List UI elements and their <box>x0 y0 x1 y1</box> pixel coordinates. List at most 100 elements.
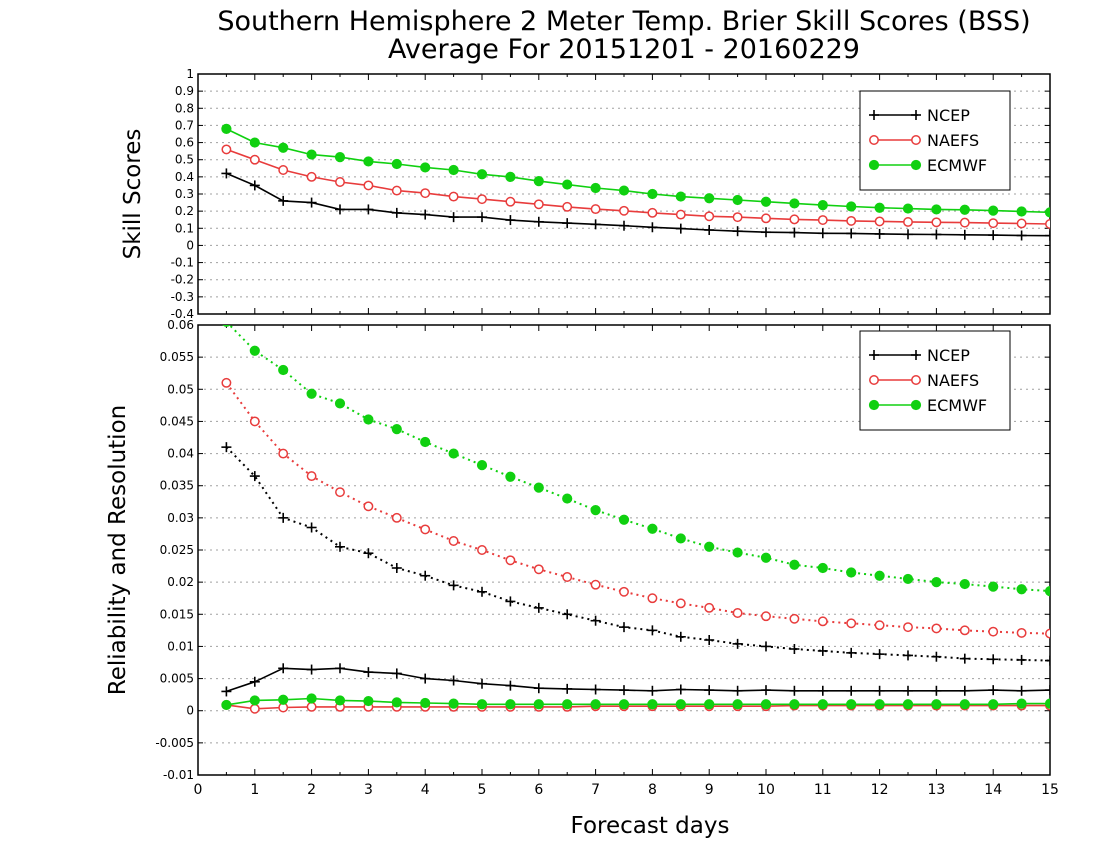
data-point-ncep <box>391 207 402 218</box>
data-point-ecmwf <box>931 204 942 215</box>
data-point-ncep <box>505 680 516 691</box>
data-point-naefs <box>903 622 913 633</box>
data-point-ncep <box>675 631 686 642</box>
data-point-naefs <box>590 204 601 215</box>
data-point-ncep <box>846 647 857 658</box>
data-point-ecmwf <box>988 205 999 216</box>
data-point-ncep <box>590 684 601 695</box>
data-point-naefs <box>988 218 999 229</box>
y-tick-label: 0.03 <box>167 511 194 525</box>
y-tick-label: 0.055 <box>160 350 194 364</box>
data-point-ncep <box>221 686 232 697</box>
data-point-ecmwf <box>618 185 630 196</box>
legend-label-ecmwf: ECMWF <box>927 156 987 175</box>
x-tick-label: 7 <box>591 782 600 798</box>
data-point-ncep <box>1045 230 1050 241</box>
data-point-ncep <box>477 586 487 597</box>
data-point-ncep <box>505 215 516 226</box>
data-point-ncep <box>278 663 289 674</box>
data-point-naefs <box>647 207 658 218</box>
data-point-ecmwf <box>505 471 516 482</box>
data-point-ncep <box>704 685 715 696</box>
x-tick-label: 14 <box>984 782 1002 798</box>
data-point-ncep <box>874 228 885 239</box>
y-tick-label: 1 <box>186 67 194 81</box>
data-point-ecmwf <box>590 182 601 194</box>
data-point-naefs <box>448 536 459 546</box>
data-point-naefs <box>619 205 629 216</box>
data-point-ncep <box>675 684 686 695</box>
data-point-naefs <box>789 613 800 624</box>
x-tick-label: 10 <box>757 782 775 798</box>
data-point-ncep <box>647 222 658 233</box>
data-point-ecmwf <box>420 162 431 173</box>
data-point-naefs <box>249 703 260 714</box>
legend-marker-naefs <box>869 375 879 385</box>
legend-marker-naefs <box>911 135 921 145</box>
data-point-ncep <box>732 685 743 696</box>
data-point-naefs <box>505 555 516 566</box>
data-point-ecmwf <box>959 578 970 590</box>
data-point-ncep <box>562 218 573 229</box>
legend-marker-naefs <box>869 135 879 145</box>
data-point-naefs <box>647 593 658 604</box>
data-point-ecmwf <box>618 699 630 710</box>
y-tick-label: 0.025 <box>160 543 194 557</box>
data-point-ncep <box>420 673 431 684</box>
data-point-ncep <box>335 663 345 674</box>
data-point-naefs <box>874 216 885 227</box>
data-point-ecmwf <box>760 196 772 207</box>
y-tick-label: -0.01 <box>163 768 194 782</box>
data-point-ncep <box>874 685 885 696</box>
data-point-naefs <box>562 201 573 212</box>
data-point-ecmwf <box>533 176 544 187</box>
y-tick-label: 0.5 <box>175 153 194 167</box>
data-point-ncep <box>931 685 942 696</box>
data-point-ecmwf <box>760 552 772 563</box>
data-point-ncep <box>874 649 885 660</box>
legend-marker-ecmwf <box>910 159 922 171</box>
legend-marker-ncep <box>911 350 921 360</box>
x-tick-label: 5 <box>478 782 487 798</box>
data-point-naefs <box>988 626 999 637</box>
data-point-naefs <box>363 180 374 191</box>
data-point-naefs <box>1016 218 1027 229</box>
data-point-ecmwf <box>391 424 402 435</box>
data-point-naefs <box>335 487 345 498</box>
data-point-naefs <box>1045 219 1050 229</box>
data-point-ncep <box>1045 685 1050 696</box>
data-point-ncep <box>590 615 601 626</box>
data-point-naefs <box>420 188 431 199</box>
data-point-naefs <box>1045 628 1050 639</box>
data-point-ncep <box>562 609 573 620</box>
data-point-ecmwf <box>959 699 970 710</box>
data-point-naefs <box>306 171 317 182</box>
data-point-naefs <box>817 616 828 627</box>
data-point-ecmwf <box>221 699 232 711</box>
data-point-ecmwf <box>590 505 601 516</box>
x-tick-label: 1 <box>250 782 259 798</box>
data-point-ncep <box>988 685 999 696</box>
data-point-naefs <box>477 194 487 205</box>
y-axis-label: Reliability and Resolution <box>105 405 131 695</box>
data-point-ecmwf <box>988 581 999 592</box>
data-point-ecmwf <box>647 188 658 200</box>
data-point-ncep <box>363 667 374 678</box>
data-point-ncep <box>789 227 800 238</box>
data-point-ecmwf <box>902 699 914 710</box>
data-point-naefs <box>249 154 260 165</box>
legend-marker-ecmwf <box>868 399 880 411</box>
data-point-ecmwf <box>959 204 970 215</box>
data-point-ecmwf <box>846 567 857 578</box>
data-point-naefs <box>335 177 345 187</box>
series-line-ecmwf-solid <box>226 697 1050 706</box>
data-point-ncep <box>846 228 857 239</box>
data-point-ncep <box>221 168 232 179</box>
data-point-ecmwf <box>675 699 686 710</box>
data-point-ncep <box>477 678 487 689</box>
y-tick-label: 0.7 <box>175 118 194 132</box>
legend: NCEP NAEFS ECMWF <box>859 90 1011 191</box>
x-tick-label: 15 <box>1041 782 1059 798</box>
data-point-ncep <box>420 570 431 581</box>
data-point-ecmwf <box>249 695 260 706</box>
